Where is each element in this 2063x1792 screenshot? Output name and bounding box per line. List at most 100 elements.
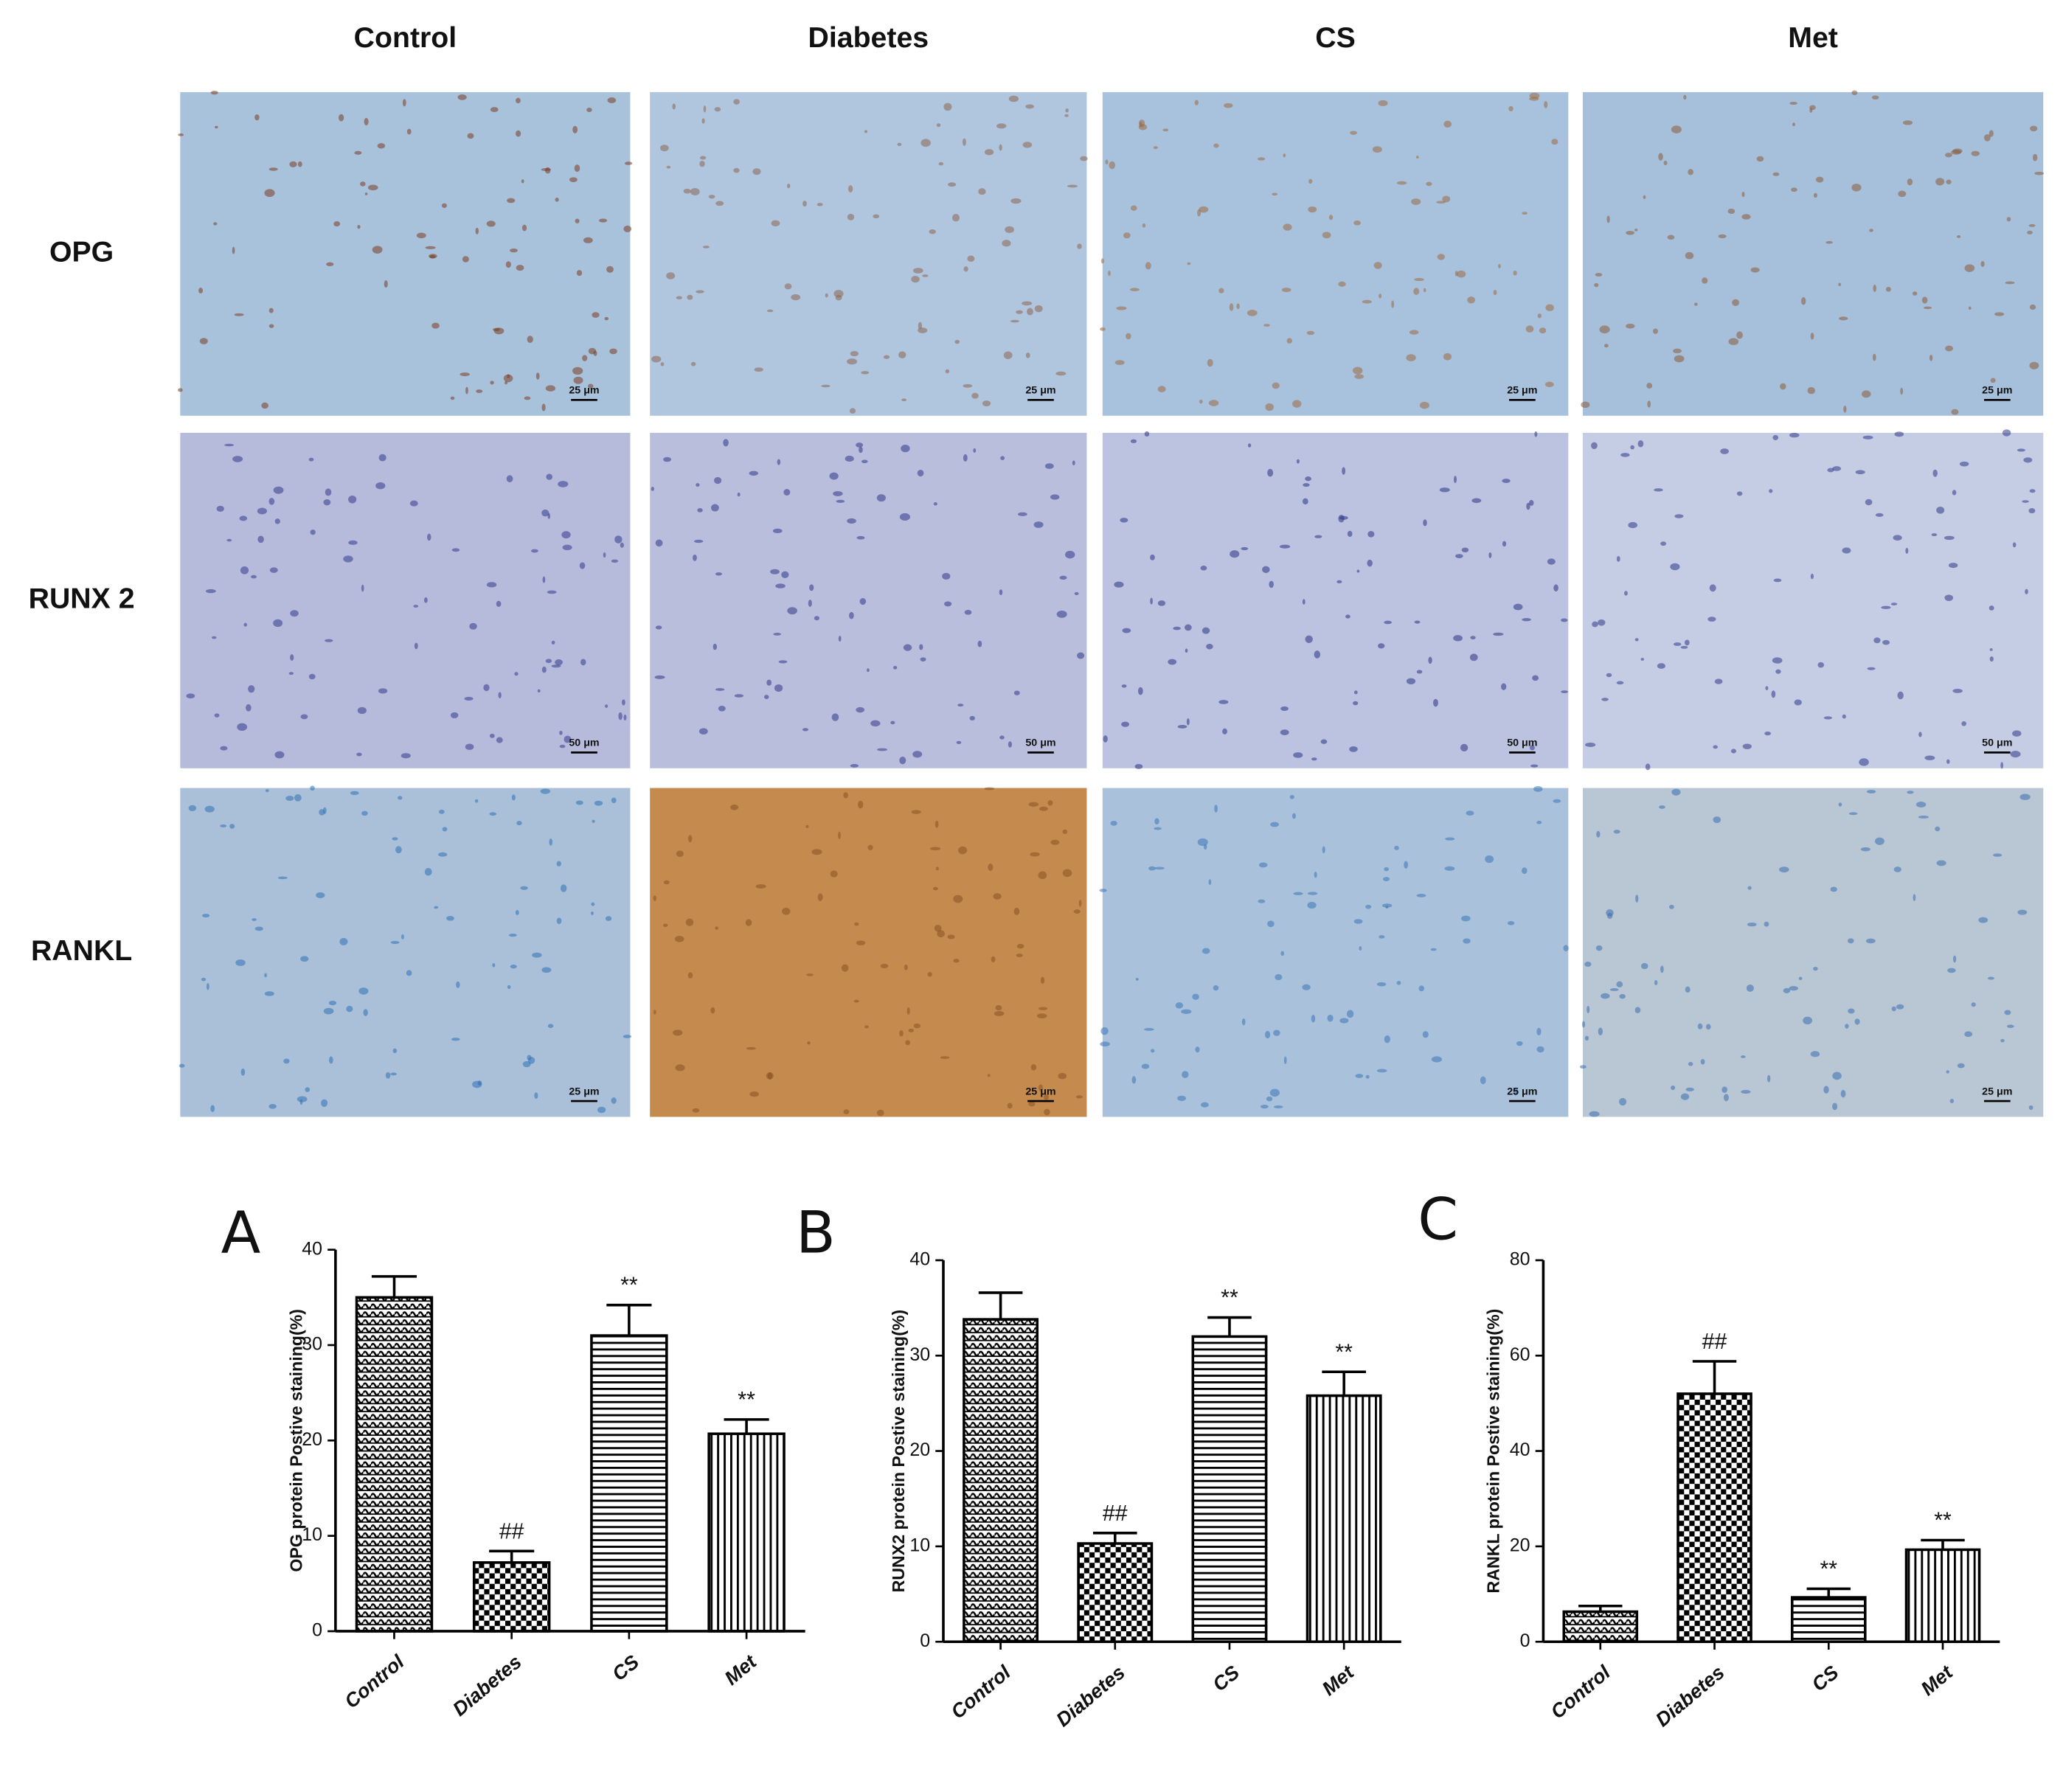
- cell: [1536, 1046, 1544, 1053]
- cell: [977, 640, 982, 647]
- cell: [514, 672, 519, 676]
- cell: [1100, 327, 1106, 331]
- cell: [773, 633, 781, 636]
- cell: [390, 1072, 397, 1076]
- cell: [1074, 591, 1079, 596]
- cell: [1137, 687, 1143, 695]
- cell: [1016, 943, 1024, 949]
- cell: [919, 644, 923, 650]
- cell: [524, 396, 531, 400]
- cell: [1832, 466, 1842, 471]
- cell: [198, 288, 204, 294]
- cell: [1840, 1089, 1846, 1098]
- scale-bar-label: 25 μm: [569, 385, 599, 397]
- cell: [599, 218, 608, 223]
- micrograph: 25 μm: [1581, 90, 2045, 416]
- cell: [690, 361, 696, 367]
- x-tick-label: CS: [1208, 1661, 1244, 1695]
- cell: [1470, 636, 1476, 640]
- cell: [973, 448, 977, 453]
- cell: [1291, 813, 1296, 819]
- cell: [2017, 909, 2028, 915]
- cell: [937, 930, 945, 938]
- cell: [920, 139, 931, 147]
- cell: [1634, 638, 1639, 642]
- cell: [1129, 288, 1140, 291]
- cell: [1038, 1084, 1044, 1091]
- cell: [413, 605, 419, 608]
- cell: [1862, 390, 1871, 398]
- cell: [1872, 353, 1876, 361]
- cell: [558, 481, 569, 487]
- cell: [1028, 1101, 1036, 1107]
- cell: [1062, 829, 1068, 835]
- cell: [963, 266, 968, 272]
- cell: [1640, 658, 1645, 661]
- cell: [1626, 230, 1634, 235]
- cell: [1647, 400, 1651, 408]
- cell: [666, 272, 676, 279]
- cell: [1671, 788, 1681, 796]
- cell: [655, 625, 662, 630]
- cell: [1437, 254, 1445, 260]
- cell: [745, 919, 752, 926]
- cell: [1616, 681, 1624, 685]
- cell: [737, 492, 741, 497]
- cell: [1056, 610, 1067, 618]
- cell: [1918, 732, 1922, 737]
- cell: [1411, 198, 1421, 205]
- cell: [1010, 319, 1019, 323]
- y-axis-label: RUNX2 protein Postive staining(%): [889, 1310, 908, 1593]
- cell: [243, 622, 247, 627]
- cell: [1809, 108, 1813, 113]
- cell: [1123, 232, 1131, 239]
- cell: [265, 789, 269, 793]
- cell: [321, 1099, 328, 1108]
- cell: [1606, 215, 1610, 223]
- cell: [701, 118, 705, 124]
- cell: [186, 693, 195, 699]
- cell: [1039, 806, 1048, 811]
- cell: [918, 322, 923, 330]
- cell: [2000, 762, 2004, 769]
- cell: [469, 622, 477, 630]
- cell: [1563, 945, 1569, 952]
- cell: [464, 696, 474, 701]
- micrograph: 25 μm: [650, 91, 1088, 416]
- cell: [1010, 198, 1022, 204]
- y-tick-label: 40: [302, 1238, 322, 1259]
- bar: [1677, 1392, 1752, 1644]
- cell: [847, 358, 858, 365]
- cell: [856, 442, 864, 448]
- cell: [1379, 935, 1385, 939]
- cell: [572, 367, 583, 375]
- cell: [1467, 296, 1476, 304]
- bar: [472, 1561, 551, 1633]
- cell: [1660, 541, 1667, 546]
- cell: [1114, 360, 1125, 365]
- cell: [1067, 184, 1078, 188]
- cell: [1208, 879, 1212, 885]
- cell: [1707, 617, 1716, 622]
- cell: [1645, 763, 1651, 771]
- cell: [264, 973, 267, 978]
- cell: [1533, 786, 1543, 792]
- cell: [1200, 565, 1207, 571]
- cell: [843, 792, 848, 799]
- cell: [1714, 678, 1723, 684]
- cell: [838, 636, 842, 642]
- cell: [206, 982, 209, 990]
- cell: [1213, 985, 1219, 991]
- cell: [1273, 1105, 1283, 1108]
- cell: [527, 1055, 532, 1060]
- cell: [1218, 288, 1224, 294]
- cell: [264, 991, 274, 996]
- cell: [1730, 749, 1737, 754]
- y-tick-label: 0: [920, 1630, 930, 1651]
- cell: [534, 1092, 538, 1099]
- cell: [1709, 584, 1716, 592]
- cell: [653, 1010, 656, 1015]
- cell: [401, 934, 404, 940]
- cell: [328, 1001, 337, 1006]
- cell: [752, 168, 761, 176]
